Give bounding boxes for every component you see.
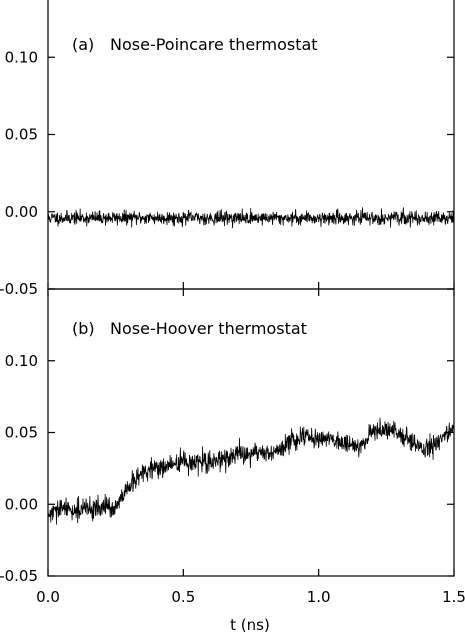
- panel-a-title: Nose-Poincare thermostat: [110, 35, 318, 54]
- panel-b-xtick-label-3: 1.5: [442, 588, 465, 606]
- panel-b-x-tick-labels: 0.0 0.5 1.0 1.5: [36, 588, 465, 606]
- panel-b-ytick-label-1: 0.00: [5, 495, 38, 513]
- panel-b-title: Nose-Hoover thermostat: [110, 319, 307, 338]
- panel-b-xtick-label-2: 1.0: [307, 588, 331, 606]
- panel-a-ytick-label-1: 0.00: [5, 203, 38, 221]
- panel-a-ytick-label-2: 0.05: [5, 126, 38, 144]
- panel-a-ytick-label-3: 0.10: [5, 48, 38, 66]
- panel-b-ytick-label-3: 0.10: [5, 352, 38, 370]
- panel-a-y-tick-labels: -0.050.000.050.100.15: [0, 48, 38, 298]
- panel-b-ytick-label-0: -0.05: [0, 567, 38, 585]
- panel-b-y-tick-labels: -0.05 0.00 0.05 0.10: [0, 352, 38, 585]
- panel-a-series-line: [47, 207, 455, 229]
- panel-b-label: (b): [72, 319, 95, 338]
- panel-b-ticks: [47, 288, 455, 577]
- panel-b-series-line: [47, 417, 455, 525]
- panel-b: -0.05 0.00 0.05 0.10 0.0 0.5 1.0 1.5 (b) Nose-…: [0, 288, 465, 634]
- panel-a-ytick-label-0: -0.05: [0, 280, 38, 298]
- panel-a: -0.050.000.050.100.15 (a) Nose-Poincare …: [0, 0, 455, 298]
- panel-b-xtick-label-1: 0.5: [171, 588, 195, 606]
- panel-b-xtick-label-0: 0.0: [36, 588, 60, 606]
- panel-a-label: (a): [72, 35, 94, 54]
- x-axis-title: t (ns): [230, 616, 270, 634]
- panel-b-ytick-label-2: 0.05: [5, 424, 38, 442]
